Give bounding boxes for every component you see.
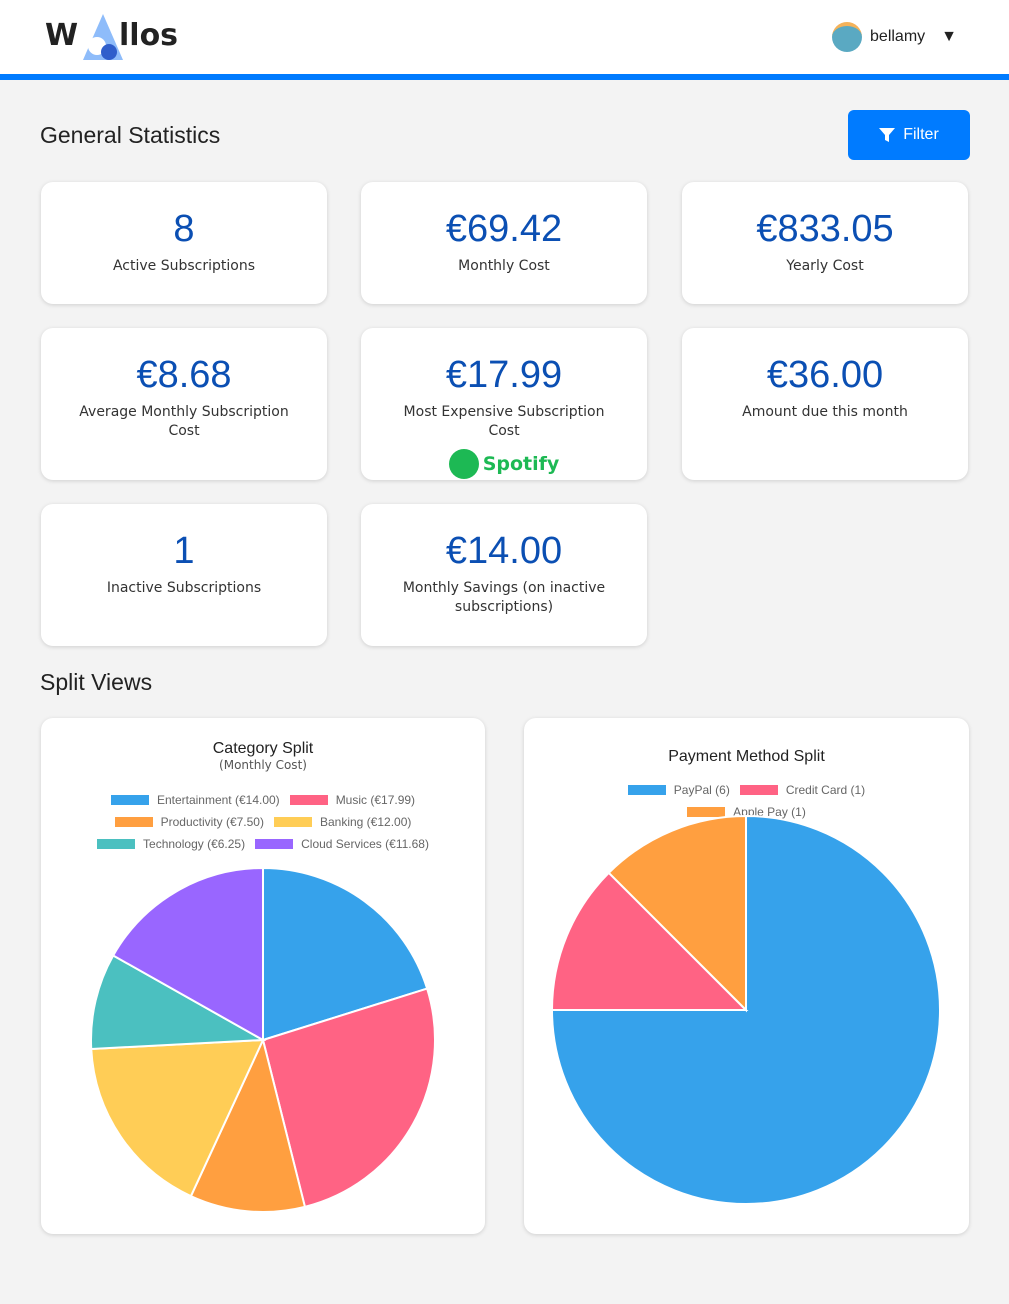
legend-item[interactable]: Music (€17.99) — [289, 792, 416, 808]
stat-card-active: 8 Active Subscriptions — [41, 182, 327, 304]
filter-label: Filter — [903, 126, 939, 143]
chart-title: Payment Method Split — [668, 748, 825, 765]
stat-card-average: €8.68 Average Monthly Subscription Cost — [41, 328, 327, 480]
stat-value: €14.00 — [445, 530, 563, 572]
legend-label: Credit Card (1) — [785, 783, 866, 797]
legend-swatch — [739, 785, 778, 795]
chart-legend: Entertainment (€14.00) Music (€17.99) Prod… — [41, 792, 485, 852]
spotify-icon — [448, 449, 479, 479]
stat-card-yearly: €833.05 Yearly Cost — [682, 182, 968, 304]
filter-button[interactable]: Filter — [848, 110, 970, 160]
stat-card-due: €36.00 Amount due this month — [682, 328, 968, 480]
pie-slice[interactable] — [550, 871, 749, 1011]
stat-label: Most Expensive Subscription Cost — [403, 404, 605, 439]
username: bellamy — [870, 28, 926, 45]
legend-label: Music (€17.99) — [335, 793, 416, 807]
pie-slice[interactable] — [111, 866, 264, 1042]
legend-swatch — [255, 839, 294, 849]
legend-swatch — [273, 817, 312, 827]
legend-item[interactable]: Productivity (€7.50) — [114, 814, 264, 830]
stat-value: €17.99 — [445, 354, 563, 396]
legend-item[interactable]: Entertainment (€14.00) — [110, 792, 280, 808]
spotify-logo: Spotify — [361, 449, 647, 479]
legend-swatch — [114, 817, 153, 827]
stat-card-savings: €14.00 Monthly Savings (on inactive subsc… — [361, 504, 647, 646]
stat-label: Inactive Subscriptions — [106, 580, 262, 596]
stat-value: €36.00 — [766, 354, 884, 396]
stat-label: Monthly Cost — [458, 258, 550, 274]
legend-item[interactable]: PayPal (6) — [627, 782, 730, 798]
legend-swatch — [110, 795, 149, 805]
stat-value: €8.68 — [136, 354, 232, 396]
stat-label: Yearly Cost — [786, 258, 864, 274]
stat-card-inactive: 1 Inactive Subscriptions — [41, 504, 327, 646]
legend-label: Banking (€12.00) — [319, 815, 412, 829]
legend-label: Cloud Services (€11.68) — [301, 837, 429, 851]
legend-label: Technology (€6.25) — [143, 837, 246, 851]
legend-swatch — [687, 807, 726, 817]
pie-slice[interactable] — [550, 814, 941, 1205]
stat-label: Active Subscriptions — [112, 258, 256, 274]
stat-card-most-expensive: €17.99 Most Expensive Subscription Cost S… — [361, 328, 647, 480]
logo[interactable]: W llos — [45, 12, 178, 62]
stat-value: €833.05 — [756, 208, 894, 250]
chart-subtitle: (Monthly Cost) — [219, 758, 307, 772]
legend-label: Entertainment (€14.00) — [156, 793, 280, 807]
stat-value: 8 — [173, 208, 195, 250]
logo-icon — [83, 14, 123, 60]
pie-slice[interactable] — [189, 1037, 307, 1213]
section-title-split: Split Views — [40, 669, 153, 695]
stat-value: 1 — [173, 530, 195, 572]
header: W llos bellamy ▼ — [0, 0, 1009, 80]
legend-swatch — [627, 785, 666, 795]
pie-slice[interactable] — [262, 866, 429, 1042]
pie-slice[interactable] — [261, 987, 436, 1209]
filter-icon — [879, 128, 896, 142]
pie-slice[interactable] — [90, 1038, 265, 1198]
logo-text: W — [45, 18, 79, 53]
chart-legend: PayPal (6) Credit Card (1) Apple Pay (1) — [524, 782, 969, 820]
legend-item[interactable]: Technology (€6.25) — [97, 836, 245, 852]
stat-label: Average Monthly Subscription Cost — [79, 404, 289, 439]
stat-label: Monthly Savings (on inactive subscriptio… — [402, 580, 606, 615]
legend-item[interactable]: Banking (€12.00) — [273, 814, 412, 830]
pie-slice[interactable] — [90, 954, 267, 1051]
chart-title: Category Split — [212, 740, 314, 757]
stat-card-monthly: €69.42 Monthly Cost — [361, 182, 647, 304]
legend-swatch — [97, 839, 136, 849]
dropdown-icon: ▼ — [941, 28, 957, 45]
legend-label: PayPal (6) — [673, 783, 730, 797]
stat-label: Amount due this month — [742, 404, 908, 420]
avatar — [832, 22, 863, 52]
legend-item[interactable]: Credit Card (1) — [739, 782, 866, 798]
legend-label: Productivity (€7.50) — [160, 815, 264, 829]
pie-slice[interactable] — [607, 814, 747, 1013]
legend-item[interactable]: Cloud Services (€11.68) — [255, 836, 429, 852]
legend-swatch — [289, 795, 328, 805]
user-menu[interactable]: bellamy ▼ — [832, 22, 957, 52]
stat-value: €69.42 — [445, 208, 563, 250]
section-title-general: General Statistics — [40, 122, 221, 148]
